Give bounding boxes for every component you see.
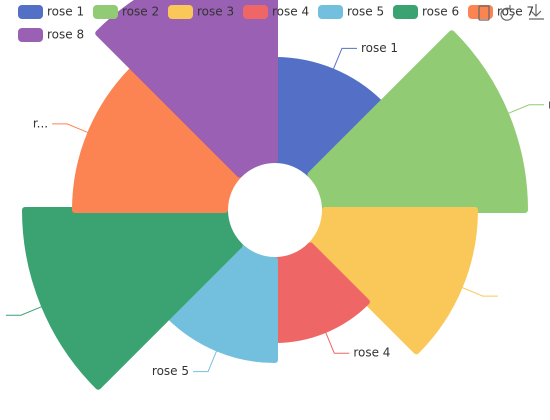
leader-line bbox=[193, 348, 219, 373]
legend-swatch bbox=[93, 5, 118, 19]
rose-sector bbox=[307, 30, 528, 213]
save-icon[interactable] bbox=[478, 5, 490, 21]
legend-swatch bbox=[468, 5, 493, 19]
data-label: rose 4 bbox=[353, 346, 390, 360]
legend-label: rose 7 bbox=[497, 5, 534, 19]
leader-line bbox=[331, 47, 357, 72]
legend-label: rose 6 bbox=[422, 5, 459, 19]
leader-line bbox=[459, 286, 498, 297]
data-label: rose 1 bbox=[361, 41, 398, 55]
toolbox bbox=[478, 4, 544, 21]
legend-swatch bbox=[168, 5, 193, 19]
leader-line bbox=[52, 123, 91, 134]
leader-line bbox=[505, 104, 545, 115]
legend-swatch bbox=[18, 28, 43, 42]
legend-label: rose 3 bbox=[197, 5, 234, 19]
legend-label: rose 5 bbox=[347, 5, 384, 19]
legend-swatch bbox=[243, 5, 268, 19]
rose-sector bbox=[72, 65, 243, 213]
data-label: r... bbox=[548, 97, 550, 111]
download-icon[interactable] bbox=[529, 4, 544, 20]
legend-label: rose 2 bbox=[122, 5, 159, 19]
leader-line bbox=[324, 329, 350, 354]
data-label: rose 5 bbox=[152, 364, 189, 378]
rose-sector bbox=[165, 242, 278, 363]
leader-line bbox=[5, 305, 45, 316]
rose-sector bbox=[22, 207, 243, 390]
plot: rose 1 r... rose 4 rose 5 r... rose 8 bbox=[5, 0, 550, 390]
rose-sector bbox=[272, 57, 385, 178]
legend-label: rose 8 bbox=[47, 28, 84, 42]
rose-sector bbox=[307, 207, 478, 355]
legend-swatch bbox=[393, 5, 418, 19]
legend-swatch bbox=[18, 5, 43, 19]
restore-icon[interactable] bbox=[500, 5, 514, 21]
legend-label: rose 4 bbox=[272, 5, 309, 19]
rose-sector bbox=[95, 0, 278, 178]
legend-label: rose 1 bbox=[47, 5, 84, 19]
data-label: r... bbox=[33, 116, 48, 130]
legend-swatch bbox=[318, 5, 343, 19]
